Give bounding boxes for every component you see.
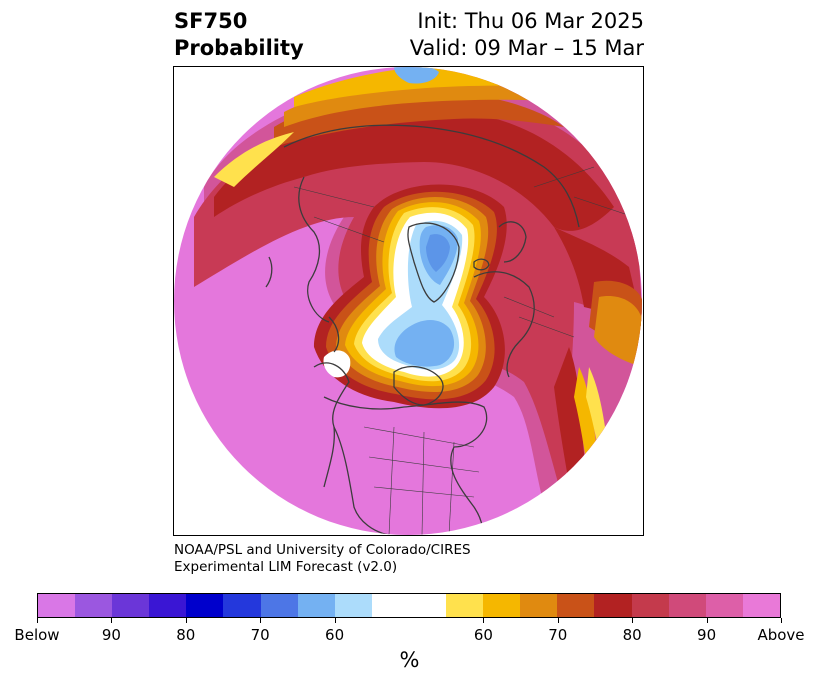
init-date: Init: Thu 06 Mar 2025	[417, 9, 644, 33]
colorbar-segment	[742, 594, 780, 617]
forecast-map	[173, 66, 644, 536]
coast-iceland	[473, 258, 490, 271]
colorbar-units: %	[399, 648, 420, 672]
title-quantity: Probability	[174, 36, 304, 60]
colorbar-tick-label: 60	[325, 626, 345, 644]
colorbar-segment	[705, 594, 743, 617]
colorbar-segment	[520, 594, 558, 617]
colorbar-segment	[668, 594, 706, 617]
coast-north-america	[323, 396, 488, 535]
colorbar-segment	[297, 594, 335, 617]
field-red	[214, 109, 614, 231]
colorbar-tick-mark	[707, 618, 708, 623]
field-amber-east	[594, 296, 642, 367]
colorbar-segment	[112, 594, 150, 617]
field-blue-northcap	[394, 67, 439, 84]
colorbar-tick-mark	[781, 618, 782, 623]
colorbar-tick-label: 90	[101, 626, 121, 644]
colorbar-tick-label: Above	[757, 626, 805, 644]
colorbar-segment	[75, 594, 113, 617]
forecast-dates: Init: Thu 06 Mar 2025 Valid: 09 Mar – 15…	[410, 8, 644, 62]
colorbar-tick-mark	[186, 618, 187, 623]
field-yellow-northwest	[214, 132, 294, 187]
colorbar-tick-mark	[260, 618, 261, 623]
field-mid-blue	[426, 234, 450, 272]
colorbar-segment	[223, 594, 261, 617]
colorbar-tick-label: 80	[176, 626, 196, 644]
colorbar-segment	[446, 594, 484, 617]
colorbar-tick-labels: Below 90 80 70 60 60 70 80 90 Above	[0, 626, 819, 646]
colorbar-segment	[483, 594, 521, 617]
colorbar-segment	[631, 594, 669, 617]
coast-scandinavia	[498, 221, 527, 263]
coast-greenland	[407, 222, 460, 303]
colorbar	[37, 593, 781, 618]
coast-asia-east	[298, 176, 330, 323]
colorbar-segment	[186, 594, 224, 617]
data-credit: NOAA/PSL and University of Colorado/CIRE…	[174, 542, 471, 576]
colorbar-tick-mark	[37, 618, 38, 623]
colorbar-tick-label: 90	[697, 626, 717, 644]
colorbar-segment	[149, 594, 187, 617]
coast-pacific-west	[333, 426, 390, 535]
coastlines	[265, 124, 580, 535]
colorbar-tick-label: Below	[14, 626, 60, 644]
colorbar-tick-mark	[558, 618, 559, 623]
coast-eurasia-north	[283, 124, 580, 228]
colorbar-segment	[260, 594, 298, 617]
colorbar-tick-mark	[111, 618, 112, 623]
colorbar-segment	[408, 594, 447, 617]
polar-map-svg	[174, 67, 642, 535]
coast-europe	[473, 271, 535, 378]
colorbar-tick-mark	[632, 618, 633, 623]
field-light-blue-south	[394, 320, 455, 367]
coast-hudson	[393, 365, 444, 406]
coast-kamchatka	[328, 316, 340, 353]
colorbar-tick-label: 60	[473, 626, 493, 644]
credit-line-1: NOAA/PSL and University of Colorado/CIRE…	[174, 542, 471, 558]
credit-line-2: Experimental LIM Forecast (v2.0)	[174, 559, 398, 575]
colorbar-tick-mark	[483, 618, 484, 623]
colorbar-segment	[334, 594, 372, 617]
coast-alaska	[313, 362, 350, 488]
colorbar-segment	[557, 594, 595, 617]
colorbar-segment	[38, 594, 76, 617]
colorbar-segment	[371, 594, 409, 617]
colorbar-tick-label: 70	[548, 626, 568, 644]
colorbar-tick-label: 70	[250, 626, 270, 644]
map-title: SF750 Probability	[174, 8, 304, 62]
field-white-pacific	[323, 350, 351, 378]
coast-japan	[265, 256, 273, 288]
colorbar-tick-mark	[335, 618, 336, 623]
colorbar-tick-label: 80	[622, 626, 642, 644]
title-variable: SF750	[174, 9, 248, 33]
colorbar-segment	[594, 594, 632, 617]
valid-range: Valid: 09 Mar – 15 Mar	[409, 36, 644, 60]
